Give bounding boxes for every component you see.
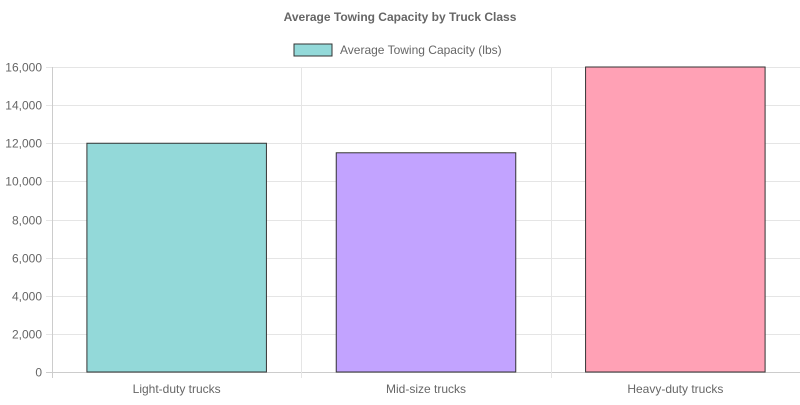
y-tick-label: 8,000	[12, 214, 42, 228]
bar-light-duty-trucks[interactable]	[86, 142, 267, 373]
chart-title: Average Towing Capacity by Truck Class	[284, 10, 517, 24]
x-tick-label: Heavy-duty trucks	[627, 382, 723, 396]
bar-heavy-duty-trucks[interactable]	[585, 66, 766, 373]
y-tick-label: 0	[35, 366, 42, 380]
x-tick-label: Mid-size trucks	[386, 382, 466, 396]
y-tick-label: 6,000	[12, 252, 42, 266]
x-axis: Light-duty trucks Mid-size trucks Heavy-du…	[133, 382, 724, 396]
legend-swatch	[293, 43, 333, 57]
y-tick-label: 16,000	[5, 61, 42, 75]
legend[interactable]: Average Towing Capacity (lbs)	[293, 43, 502, 57]
y-tick-label: 4,000	[12, 290, 42, 304]
legend-label: Average Towing Capacity (lbs)	[340, 43, 502, 57]
bars	[86, 66, 766, 373]
bar-mid-size-trucks[interactable]	[335, 152, 517, 373]
y-tick-label: 10,000	[5, 175, 42, 189]
y-tick-label: 2,000	[12, 328, 42, 342]
y-axis: 0 2,000 4,000 6,000 8,000 10,000 12,000 14,000 1…	[5, 61, 42, 380]
y-tick-label: 12,000	[5, 137, 42, 151]
y-tick-label: 14,000	[5, 99, 42, 113]
x-tick-label: Light-duty trucks	[133, 382, 221, 396]
